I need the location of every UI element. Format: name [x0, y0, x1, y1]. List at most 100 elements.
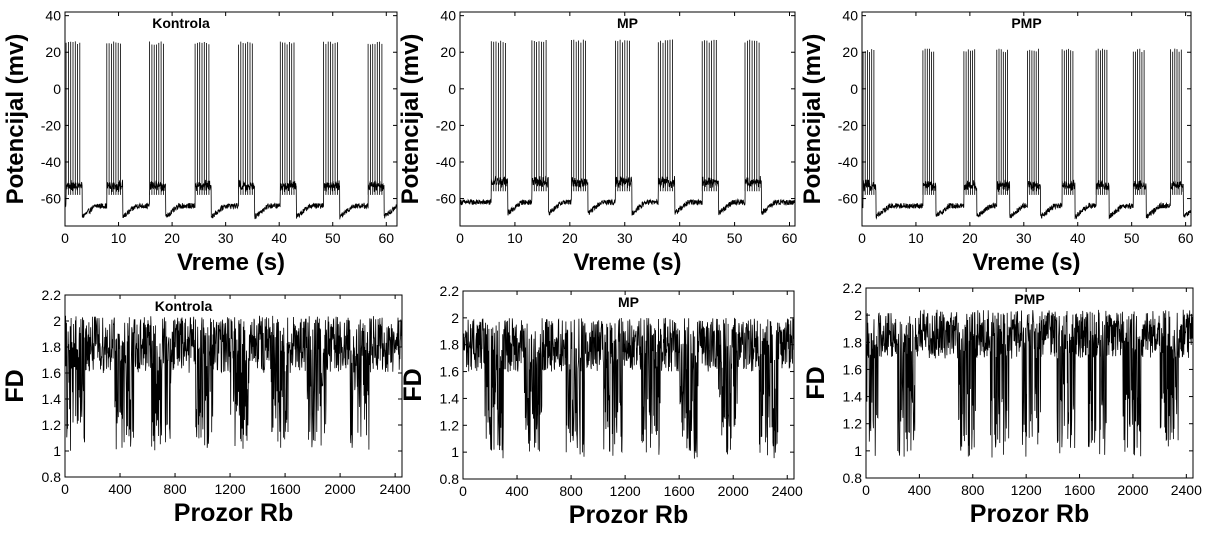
x-tick-label: 20	[164, 230, 180, 246]
y-tick-label: 0	[850, 81, 858, 97]
y-tick-label: 1.6	[843, 361, 863, 377]
x-tick-label: 50	[325, 230, 341, 246]
x-tick-label: 60	[379, 230, 395, 246]
plot-frame	[462, 290, 795, 480]
x-tick-label: 60	[782, 230, 798, 246]
x-tick-label: 2000	[718, 483, 749, 499]
x-tick-label: 2400	[772, 483, 803, 499]
x-tick-label: 800	[961, 482, 985, 498]
y-tick-label: 1.8	[440, 337, 460, 353]
y-tick-label: 1.6	[440, 364, 460, 380]
y-tick-label: 1.4	[42, 391, 62, 407]
x-tick-label: 2000	[325, 481, 356, 497]
panel-3: 0 10 20 30 40 50 60 -60 -40 -20 0 20 40 PMP Vreme (s) P…	[799, 8, 1194, 276]
plot-title: PMP	[1014, 291, 1044, 307]
y-axis-label: FD	[1, 369, 29, 402]
x-tick-label: 1600	[270, 481, 301, 497]
x-tick-label: 800	[163, 481, 187, 497]
x-tick-label: 0	[862, 482, 870, 498]
x-tick-label: 2000	[1117, 482, 1148, 498]
x-tick-label: 400	[505, 483, 529, 499]
y-tick-label: 20	[842, 44, 858, 60]
y-tick-label: 20	[440, 44, 456, 60]
y-tick-label: -60	[838, 191, 858, 207]
y-tick-label: 1	[451, 444, 459, 460]
x-tick-label: 20	[562, 230, 578, 246]
plot-title: PMP	[1011, 15, 1041, 31]
y-tick-label: -20	[436, 117, 456, 133]
series-trace	[862, 48, 1191, 220]
y-tick-label: 1.6	[42, 365, 62, 381]
x-tick-label: 20	[962, 230, 978, 246]
y-tick-label: 1.4	[440, 390, 460, 406]
y-tick-label: 0	[448, 81, 456, 97]
x-tick-label: 0	[459, 483, 467, 499]
x-tick-label: 800	[559, 483, 583, 499]
x-tick-label: 1600	[664, 483, 695, 499]
y-axis-label: FD	[399, 368, 427, 401]
y-tick-label: 0.8	[440, 471, 460, 487]
x-tick-label: 30	[617, 230, 633, 246]
y-tick-label: -20	[41, 117, 61, 133]
x-tick-label: 400	[908, 482, 932, 498]
y-tick-label: 1.2	[440, 417, 460, 433]
x-tick-label: 10	[908, 230, 924, 246]
panel-1: 0 10 20 30 40 50 60 -60 -40 -20 0 20 40 Kontrola Vreme…	[2, 8, 398, 276]
plot-frame	[64, 294, 403, 478]
x-tick-label: 30	[1016, 230, 1032, 246]
y-tick-label: 1.2	[843, 416, 863, 432]
y-tick-label: -40	[838, 154, 858, 170]
y-tick-label: 1	[53, 443, 61, 459]
plot-frame	[861, 11, 1192, 227]
y-tick-label: 1	[854, 443, 862, 459]
x-tick-label: 40	[1070, 230, 1086, 246]
panel-5: 0 400 800 1200 1600 2000 2400 0.8 1 1.2 1.4 1.6 1.8 2…	[399, 283, 803, 529]
y-axis-label: Potencijal (mv)	[397, 34, 424, 205]
panel-6: 0 400 800 1200 1600 2000 2400 0.8 1 1.2 1.4 1.6 1.8 2…	[802, 280, 1202, 528]
x-axis-label: Prozor Rb	[174, 499, 293, 527]
plot-title: MP	[618, 294, 639, 310]
x-tick-label: 2400	[380, 481, 411, 497]
panel-2: 0 10 20 30 40 50 60 -60 -40 -20 0 20 40 MP Vreme (s) Po…	[397, 8, 798, 276]
y-tick-label: -40	[436, 154, 456, 170]
plot-title: Kontrola	[152, 15, 210, 31]
y-tick-label: 20	[45, 44, 61, 60]
x-tick-label: 400	[108, 481, 132, 497]
x-tick-label: 1200	[1011, 482, 1042, 498]
x-tick-label: 40	[672, 230, 688, 246]
series-trace	[460, 39, 795, 216]
plot-frame	[64, 11, 398, 227]
x-tick-label: 1200	[610, 483, 641, 499]
x-tick-label: 40	[271, 230, 287, 246]
y-axis-label: FD	[802, 366, 830, 399]
y-tick-label: 40	[440, 8, 456, 24]
x-tick-label: 0	[858, 230, 866, 246]
panel-4: 0 400 800 1200 1600 2000 2400 0.8 1 1.2 1.4 1.6 1.8 2…	[1, 287, 411, 527]
y-tick-label: 1.2	[42, 417, 62, 433]
y-tick-label: -40	[41, 154, 61, 170]
series-trace	[65, 41, 397, 220]
plot-frame	[865, 287, 1194, 479]
x-tick-label: 30	[218, 230, 234, 246]
x-tick-label: 1600	[1064, 482, 1095, 498]
x-axis-label: Prozor Rb	[569, 501, 688, 529]
y-tick-label: 2.2	[843, 280, 863, 296]
x-tick-label: 2400	[1171, 482, 1202, 498]
y-tick-label: 0.8	[42, 469, 62, 485]
y-tick-label: 1.8	[42, 339, 62, 355]
series-trace	[65, 315, 402, 451]
x-tick-label: 0	[61, 481, 69, 497]
x-axis-label: Vreme (s)	[972, 249, 1080, 276]
y-tick-label: -60	[41, 191, 61, 207]
plot-title: MP	[617, 15, 638, 31]
x-tick-label: 50	[727, 230, 743, 246]
y-tick-label: 40	[842, 8, 858, 24]
y-tick-label: 2.2	[42, 287, 62, 303]
x-tick-label: 0	[61, 230, 69, 246]
y-tick-label: -20	[838, 117, 858, 133]
x-tick-label: 10	[111, 230, 127, 246]
plot-title: Kontrola	[155, 298, 213, 314]
y-tick-label: 2	[854, 307, 862, 323]
x-tick-label: 0	[456, 230, 464, 246]
